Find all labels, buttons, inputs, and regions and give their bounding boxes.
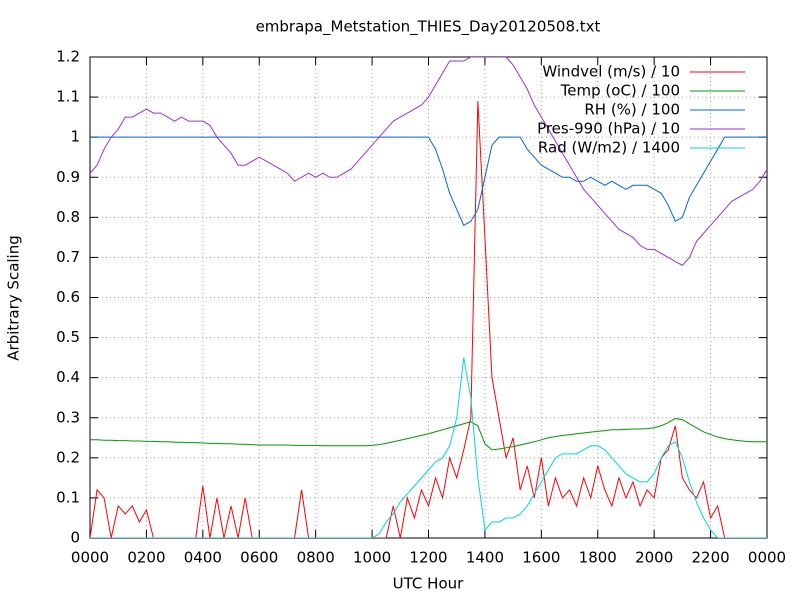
x-tick-label: 0000 (748, 549, 786, 567)
series-line (90, 418, 767, 451)
y-tick-label: 1 (70, 128, 80, 146)
legend-label: RH (%) / 100 (584, 101, 680, 119)
x-tick-label: 1400 (466, 549, 504, 567)
series-line (90, 136, 767, 227)
chart-title: embrapa_Metstation_THIES_Day20120508.txt (256, 18, 601, 37)
y-axis-label: Arbitrary Scaling (5, 235, 23, 361)
x-tick-label: 0400 (184, 549, 222, 567)
x-tick-label: 2200 (691, 549, 729, 567)
x-tick-label: 1600 (522, 549, 560, 567)
y-tick-label: 0.8 (56, 208, 80, 226)
x-tick-label: 1000 (353, 549, 391, 567)
plot-frame (89, 56, 768, 539)
x-tick-label: 1200 (409, 549, 447, 567)
y-tick-label: 1.1 (56, 88, 80, 106)
y-tick-label: 0.6 (56, 288, 80, 306)
x-tick-label: 0000 (71, 549, 109, 567)
y-tick-label: 0.7 (56, 248, 80, 266)
y-tick-label: 0.9 (56, 168, 80, 186)
x-tick-label: 0600 (240, 549, 278, 567)
y-tick-label: 1.2 (56, 48, 80, 66)
legend-label: Temp (oC) / 100 (560, 82, 680, 100)
series-line (90, 57, 767, 267)
legend-label: Windvel (m/s) / 10 (542, 63, 680, 81)
plot-area (90, 57, 767, 538)
legend-label: Pres-990 (hPa) / 10 (537, 120, 680, 138)
series-line (90, 101, 767, 538)
legend-label: Rad (W/m2) / 1400 (538, 139, 680, 157)
x-axis-label: UTC Hour (393, 575, 464, 593)
x-tick-label: 0800 (297, 549, 335, 567)
y-tick-label: 0.5 (56, 328, 80, 346)
y-tick-label: 0.3 (56, 408, 80, 426)
y-tick-label: 0.4 (56, 368, 80, 386)
x-tick-label: 0200 (127, 549, 165, 567)
y-tick-label: 0 (70, 529, 80, 547)
y-tick-label: 0.1 (56, 488, 80, 506)
series-line (90, 357, 767, 538)
x-tick-label: 1800 (579, 549, 617, 567)
y-tick-label: 0.2 (56, 448, 80, 466)
x-tick-label: 2000 (635, 549, 673, 567)
